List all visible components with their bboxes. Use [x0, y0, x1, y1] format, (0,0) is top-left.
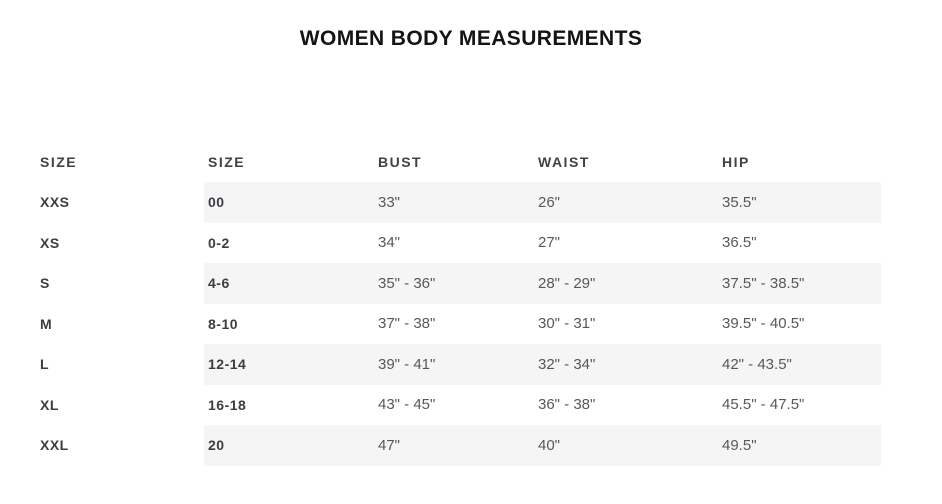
- size-number-cell: 8-10: [208, 315, 239, 332]
- row-xl: XL 16-18 43" - 45" 36" - 38" 45.5" - 47.…: [40, 385, 881, 426]
- waist-cell: 40": [534, 425, 718, 466]
- row-xxl: XXL 20 47" 40" 49.5": [40, 425, 881, 466]
- waist-cell: 27": [538, 234, 561, 252]
- hip-cell: 35.5": [718, 182, 881, 223]
- size-number-cell: 0-2: [208, 234, 230, 251]
- header-size-number: SIZE: [208, 153, 246, 170]
- size-number-cell: 00: [204, 182, 374, 223]
- table-header-row: SIZE SIZE BUST WAIST HIP: [40, 141, 881, 182]
- hip-cell: 42" - 43.5": [718, 344, 881, 385]
- measurements-table: SIZE SIZE BUST WAIST HIP XXS 00 33" 26" …: [40, 141, 881, 466]
- waist-cell: 32" - 34": [534, 344, 718, 385]
- bust-cell: 43" - 45": [378, 396, 436, 414]
- size-letter-cell: XXL: [40, 437, 69, 454]
- size-number-cell: 16-18: [208, 396, 247, 413]
- size-letter-cell: XXS: [40, 194, 70, 211]
- size-letter-cell: L: [40, 356, 50, 373]
- waist-cell: 36" - 38": [538, 396, 596, 414]
- header-waist: WAIST: [538, 153, 590, 170]
- bust-cell: 34": [378, 234, 401, 252]
- bust-cell: 37" - 38": [378, 315, 436, 333]
- size-letter-cell: XS: [40, 234, 60, 251]
- hip-cell: 49.5": [718, 425, 881, 466]
- waist-cell: 26": [534, 182, 718, 223]
- bust-cell: 33": [374, 182, 534, 223]
- page-title: WOMEN BODY MEASUREMENTS: [299, 27, 643, 50]
- size-number-cell: 12-14: [204, 344, 374, 385]
- waist-cell: 30" - 31": [538, 315, 596, 333]
- hip-cell: 39.5" - 40.5": [722, 315, 805, 333]
- hip-cell: 37.5" - 38.5": [718, 263, 881, 304]
- row-m: M 8-10 37" - 38" 30" - 31" 39.5" - 40.5": [40, 304, 881, 345]
- size-letter-cell: S: [40, 275, 50, 292]
- row-xxs: XXS 00 33" 26" 35.5": [40, 182, 881, 223]
- bust-cell: 39" - 41": [374, 344, 534, 385]
- size-letter-cell: XL: [40, 396, 59, 413]
- row-l: L 12-14 39" - 41" 32" - 34" 42" - 43.5": [40, 344, 881, 385]
- size-number-cell: 20: [204, 425, 374, 466]
- hip-cell: 45.5" - 47.5": [722, 396, 805, 414]
- size-number-cell: 4-6: [204, 263, 374, 304]
- header-hip: HIP: [722, 153, 750, 170]
- waist-cell: 28" - 29": [534, 263, 718, 304]
- size-letter-cell: M: [40, 315, 53, 332]
- bust-cell: 47": [374, 425, 534, 466]
- row-s: S 4-6 35" - 36" 28" - 29" 37.5" - 38.5": [40, 263, 881, 304]
- header-bust: BUST: [378, 153, 423, 170]
- hip-cell: 36.5": [722, 234, 757, 252]
- header-size-letter: SIZE: [40, 153, 78, 170]
- bust-cell: 35" - 36": [374, 263, 534, 304]
- row-xs: XS 0-2 34" 27" 36.5": [40, 223, 881, 264]
